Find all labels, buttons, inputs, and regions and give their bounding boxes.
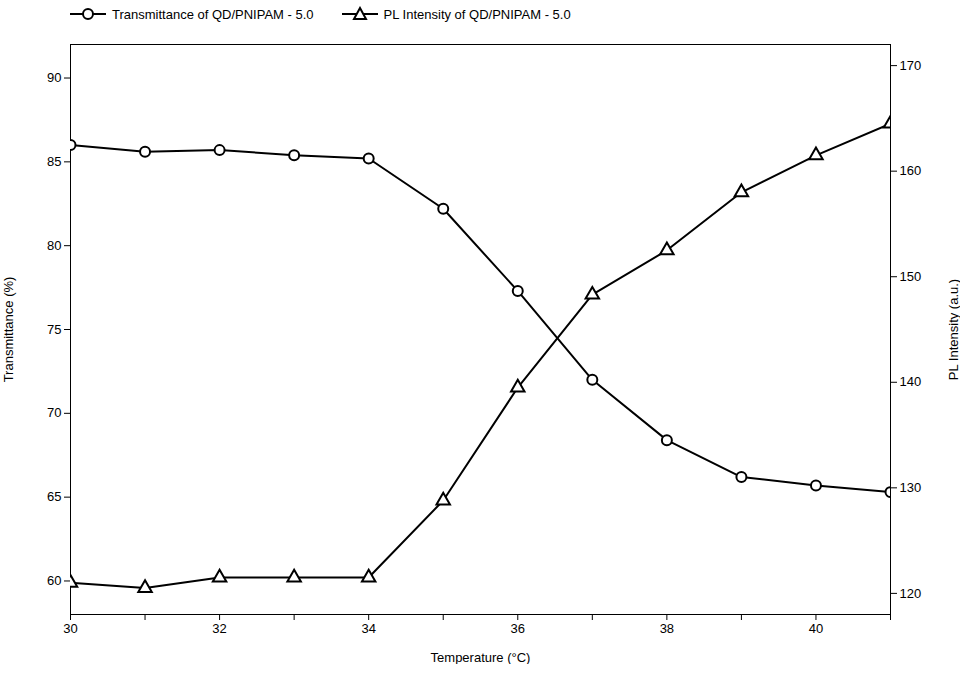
svg-text:60: 60 — [47, 573, 61, 588]
svg-text:PL Intensity (a.u.): PL Intensity (a.u.) — [946, 279, 961, 380]
svg-text:Transmittance (%): Transmittance (%) — [1, 277, 16, 383]
svg-text:65: 65 — [47, 489, 61, 504]
svg-text:Temperature (°C): Temperature (°C) — [431, 650, 531, 665]
svg-text:170: 170 — [900, 58, 922, 73]
svg-text:80: 80 — [47, 238, 61, 253]
svg-text:130: 130 — [900, 480, 922, 495]
svg-text:120: 120 — [900, 586, 922, 601]
svg-text:160: 160 — [900, 163, 922, 178]
svg-text:85: 85 — [47, 154, 61, 169]
html-text:Transmittance of QD/PNIPAM - 5: Transmittance of QD/PNIPAM - 5.0 — [112, 6, 314, 22]
svg-text:30: 30 — [63, 621, 77, 636]
svg-text:36: 36 — [511, 621, 525, 636]
svg-text:150: 150 — [900, 269, 922, 284]
html-text:PL Intensity of QD/PNIPAM - 5.: PL Intensity of QD/PNIPAM - 5.0 — [383, 6, 571, 22]
svg-text:140: 140 — [900, 374, 922, 389]
svg-text:32: 32 — [212, 621, 226, 636]
svg-text:75: 75 — [47, 322, 61, 337]
svg-text:90: 90 — [47, 70, 61, 85]
svg-text:34: 34 — [361, 621, 375, 636]
svg-text:38: 38 — [660, 621, 674, 636]
svg-text:40: 40 — [809, 621, 823, 636]
svg-text:70: 70 — [47, 405, 61, 420]
